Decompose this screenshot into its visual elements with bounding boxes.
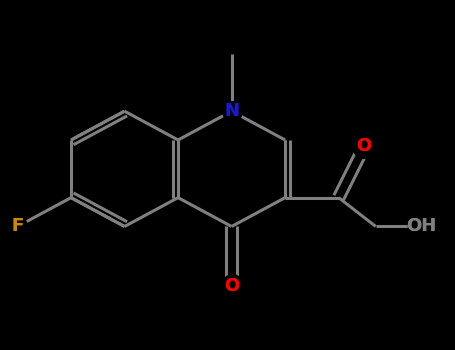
Text: F: F [11,217,24,236]
Text: N: N [224,102,239,120]
Text: O: O [356,137,371,155]
Point [228,108,235,114]
Point [228,281,235,287]
Text: N: N [224,102,239,120]
Text: OH: OH [406,217,436,236]
Text: O: O [356,137,371,155]
Text: O: O [224,277,239,295]
Point [360,146,367,151]
Text: OH: OH [406,217,436,236]
Text: O: O [224,277,239,295]
Point [14,224,21,229]
Point [417,224,425,229]
Text: F: F [11,217,24,236]
